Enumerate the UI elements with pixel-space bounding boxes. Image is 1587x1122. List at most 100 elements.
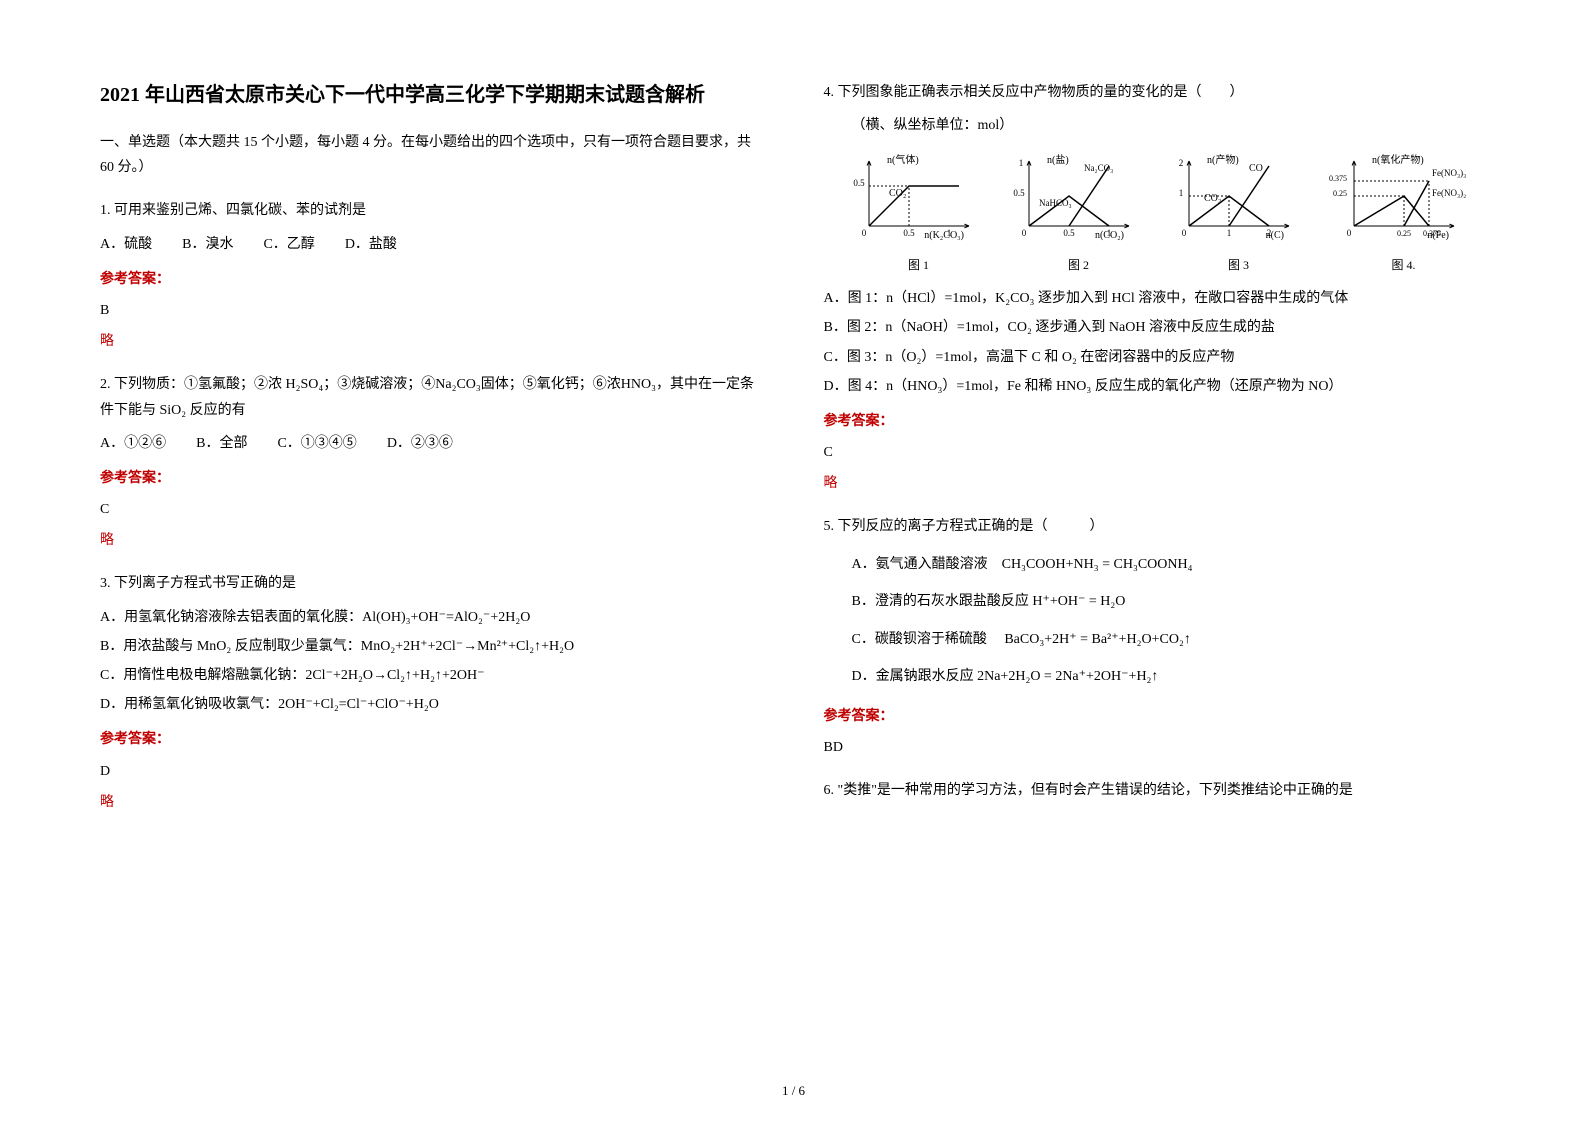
q2-answer-label: 参考答案：	[100, 466, 764, 491]
q1-omit: 略	[100, 329, 764, 354]
chart-2-caption: 图 2	[1004, 255, 1154, 277]
q3-omit: 略	[100, 790, 764, 815]
question-6: 6. "类推"是一种常用的学习方法，但有时会产生错误的结论，下列类推结论中正确的…	[824, 778, 1488, 803]
q1-option-c: C．乙醇	[263, 232, 314, 257]
q4-omit: 略	[824, 471, 1488, 496]
svg-text:n(K₂CO₃): n(K₂CO₃)	[924, 230, 964, 241]
q5-option-d: D．金属钠跟水反应 2Na+2H₂O = 2Na⁺+2OH⁻+H₂↑	[852, 660, 1488, 694]
svg-text:n(产物): n(产物)	[1207, 153, 1239, 166]
exam-title: 2021 年山西省太原市关心下一代中学高三化学下学期期末试题含解析	[100, 80, 764, 110]
chart-1: n(气体) n(K₂CO₃) 0 0.5 1 0.5 CO₂ 图 1	[844, 148, 994, 276]
svg-text:Fe(NO₃)₂: Fe(NO₃)₂	[1432, 188, 1466, 198]
chart-4-svg: n(氧化产物)n(Fe)00.250.3750.250.375Fe(NO₃)₃F…	[1324, 148, 1484, 243]
question-1: 1. 可用来鉴别己烯、四氯化碳、苯的试剂是 A．硫酸 B．溴水 C．乙醇 D．盐…	[100, 198, 764, 354]
question-3: 3. 下列离子方程式书写正确的是 A．用氢氧化钠溶液除去铝表面的氧化膜：Al(O…	[100, 571, 764, 815]
q3-answer-label: 参考答案：	[100, 727, 764, 752]
svg-text:1: 1	[946, 228, 951, 238]
q3-option-c: C．用惰性电极电解熔融氯化钠：2Cl⁻+2H₂O→Cl₂↑+H₂↑+2OH⁻	[100, 663, 764, 688]
svg-text:0: 0	[1346, 228, 1351, 238]
q2-option-a: A．①②⑥	[100, 431, 166, 456]
question-5: 5. 下列反应的离子方程式正确的是（ ） A．氨气通入醋酸溶液 CH₃COOH+…	[824, 514, 1488, 760]
svg-text:0.25: 0.25	[1333, 189, 1347, 198]
q5-text: 5. 下列反应的离子方程式正确的是（ ）	[824, 514, 1488, 539]
q3-option-d: D．用稀氢氧化钠吸收氯气：2OH⁻+Cl₂=Cl⁻+ClO⁻+H₂O	[100, 692, 764, 717]
q3-option-b: B．用浓盐酸与 MnO₂ 反应制取少量氯气：MnO₂+2H⁺+2Cl⁻→Mn²⁺…	[100, 634, 764, 659]
chart-4-caption: 图 4.	[1324, 255, 1484, 277]
svg-text:0.5: 0.5	[1013, 188, 1025, 198]
svg-text:1: 1	[1106, 228, 1111, 238]
svg-text:1: 1	[1226, 228, 1231, 238]
svg-text:0.375: 0.375	[1329, 174, 1347, 183]
q4-text: 4. 下列图象能正确表示相关反应中产物物质的量的变化的是（ ）	[824, 80, 1488, 105]
q3-text: 3. 下列离子方程式书写正确的是	[100, 571, 764, 596]
q5-option-a: A．氨气通入醋酸溶液 CH₃COOH+NH₃ = CH₃COONH₄	[852, 548, 1488, 582]
svg-text:CO₂: CO₂	[1204, 193, 1221, 204]
svg-text:1: 1	[1178, 188, 1183, 198]
q2-option-b: B．全部	[196, 431, 247, 456]
q5-option-c: C．碳酸钡溶于稀硫酸 BaCO₃+2H⁺ = Ba²⁺+H₂O+CO₂↑	[852, 623, 1488, 657]
q3-option-a: A．用氢氧化钠溶液除去铝表面的氧化膜：Al(OH)₃+OH⁻=AlO₂⁻+2H₂…	[100, 605, 764, 630]
q2-answer: C	[100, 497, 764, 522]
svg-text:2: 2	[1178, 158, 1183, 168]
q3-answer: D	[100, 759, 764, 784]
right-column: 4. 下列图象能正确表示相关反应中产物物质的量的变化的是（ ） （横、纵坐标单位…	[824, 80, 1488, 1082]
q1-answer-label: 参考答案：	[100, 267, 764, 292]
q4-answer-label: 参考答案：	[824, 409, 1488, 434]
svg-text:Fe(NO₃)₃: Fe(NO₃)₃	[1432, 168, 1466, 178]
q4-axis-note: （横、纵坐标单位：mol）	[824, 113, 1488, 138]
svg-text:0.5: 0.5	[853, 178, 865, 188]
question-2: 2. 下列物质：①氢氟酸；②浓 H₂SO₄；③烧碱溶液；④Na₂CO₃固体；⑤氧…	[100, 372, 764, 553]
q5-option-b: B．澄清的石灰水跟盐酸反应 H⁺+OH⁻ = H₂O	[852, 585, 1488, 619]
svg-text:n(盐): n(盐)	[1047, 153, 1069, 166]
svg-text:CO₂: CO₂	[889, 188, 906, 199]
svg-text:0: 0	[1021, 228, 1026, 238]
q1-option-a: A．硫酸	[100, 232, 152, 257]
q2-text: 2. 下列物质：①氢氟酸；②浓 H₂SO₄；③烧碱溶液；④Na₂CO₃固体；⑤氧…	[100, 372, 764, 422]
chart-4: n(氧化产物)n(Fe)00.250.3750.250.375Fe(NO₃)₃F…	[1324, 148, 1484, 276]
svg-text:n(氧化产物): n(氧化产物)	[1372, 153, 1424, 166]
svg-text:n(气体): n(气体)	[887, 153, 919, 166]
q4-option-c: C．图 3：n（O₂）=1mol，高温下 C 和 O₂ 在密闭容器中的反应产物	[824, 345, 1488, 370]
svg-text:1: 1	[1018, 158, 1023, 168]
chart-2: n(盐)n(CO₂)00.510.51Na₂CO₃NaHCO₃ 图 2	[1004, 148, 1154, 276]
q4-option-b: B．图 2：n（NaOH）=1mol，CO₂ 逐步通入到 NaOH 溶液中反应生…	[824, 315, 1488, 340]
q1-option-d: D．盐酸	[345, 232, 397, 257]
svg-text:2: 2	[1266, 228, 1271, 238]
q6-text: 6. "类推"是一种常用的学习方法，但有时会产生错误的结论，下列类推结论中正确的…	[824, 778, 1488, 803]
svg-text:0.375: 0.375	[1423, 229, 1441, 238]
svg-text:0.5: 0.5	[903, 228, 915, 238]
question-4: 4. 下列图象能正确表示相关反应中产物物质的量的变化的是（ ） （横、纵坐标单位…	[824, 80, 1488, 496]
svg-text:NaHCO₃: NaHCO₃	[1039, 198, 1072, 208]
chart-2-svg: n(盐)n(CO₂)00.510.51Na₂CO₃NaHCO₃	[1004, 148, 1154, 243]
svg-text:Na₂CO₃: Na₂CO₃	[1084, 163, 1113, 173]
q4-answer: C	[824, 440, 1488, 465]
svg-text:0: 0	[861, 228, 866, 238]
svg-text:0.5: 0.5	[1063, 228, 1075, 238]
chart-3-caption: 图 3	[1164, 255, 1314, 277]
svg-text:0.25: 0.25	[1397, 229, 1411, 238]
q2-omit: 略	[100, 528, 764, 553]
svg-text:0: 0	[1181, 228, 1186, 238]
q1-text: 1. 可用来鉴别己烯、四氯化碳、苯的试剂是	[100, 198, 764, 223]
q4-options: A．图 1：n（HCl）=1mol，K₂CO₃ 逐步加入到 HCl 溶液中，在敞…	[824, 286, 1488, 399]
q2-option-d: D．②③⑥	[387, 431, 453, 456]
chart-1-caption: 图 1	[844, 255, 994, 277]
chart-1-svg: n(气体) n(K₂CO₃) 0 0.5 1 0.5 CO₂	[844, 148, 994, 243]
q2-option-c: C．①③④⑤	[277, 431, 356, 456]
q5-answer: BD	[824, 735, 1488, 760]
q1-answer: B	[100, 298, 764, 323]
q2-options: A．①②⑥ B．全部 C．①③④⑤ D．②③⑥	[100, 431, 764, 456]
q1-option-b: B．溴水	[182, 232, 233, 257]
svg-text:CO: CO	[1249, 163, 1263, 174]
q5-options: A．氨气通入醋酸溶液 CH₃COOH+NH₃ = CH₃COONH₄ B．澄清的…	[824, 548, 1488, 694]
q4-option-d: D．图 4：n（HNO₃）=1mol，Fe 和稀 HNO₃ 反应生成的氧化产物（…	[824, 374, 1488, 399]
section-intro: 一、单选题（本大题共 15 个小题，每小题 4 分。在每小题给出的四个选项中，只…	[100, 130, 764, 180]
left-column: 2021 年山西省太原市关心下一代中学高三化学下学期期末试题含解析 一、单选题（…	[100, 80, 764, 1082]
chart-3: n(产物)n(C)01212COCO₂ 图 3	[1164, 148, 1314, 276]
q3-options: A．用氢氧化钠溶液除去铝表面的氧化膜：Al(OH)₃+OH⁻=AlO₂⁻+2H₂…	[100, 605, 764, 718]
q4-charts: n(气体)n(K₂CO₃)00.510.5CO₂ 图 1 n(盐)n(CO₂)0…	[844, 148, 1488, 276]
q5-answer-label: 参考答案：	[824, 704, 1488, 729]
q1-options: A．硫酸 B．溴水 C．乙醇 D．盐酸	[100, 232, 764, 257]
chart-3-svg: n(产物)n(C)01212COCO₂	[1164, 148, 1314, 243]
page-footer: 1 / 6	[782, 1079, 805, 1102]
